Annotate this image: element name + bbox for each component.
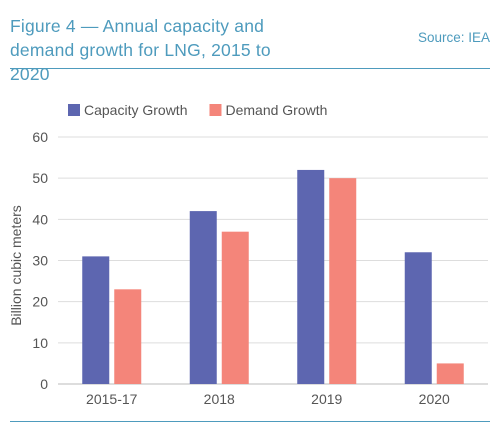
y-tick-label: 30 bbox=[32, 253, 48, 269]
x-tick-label: 2020 bbox=[419, 391, 450, 407]
figure-title-line-1: Figure 4 — Annual capacity and bbox=[10, 16, 265, 36]
legend-label: Demand Growth bbox=[225, 102, 327, 118]
bars bbox=[82, 169, 464, 384]
y-tick-label: 60 bbox=[32, 129, 48, 145]
bar-capacity-growth bbox=[189, 211, 217, 384]
bar-demand-growth bbox=[221, 231, 249, 384]
legend-swatch bbox=[209, 104, 222, 116]
x-axis-ticks: 2015-17 2018 2019 2020 bbox=[86, 391, 450, 407]
y-tick-label: 20 bbox=[32, 294, 48, 310]
bar-capacity-growth bbox=[82, 256, 110, 384]
x-tick-label: 2018 bbox=[204, 391, 235, 407]
y-tick-label: 0 bbox=[40, 376, 48, 392]
bar-capacity-growth bbox=[297, 169, 325, 384]
y-axis-ticks: 0 10 20 30 40 50 60 bbox=[32, 129, 48, 392]
top-divider bbox=[10, 68, 490, 69]
legend: Capacity Growth Demand Growth bbox=[68, 102, 327, 118]
figure-title: Figure 4 — Annual capacity and demand gr… bbox=[10, 14, 310, 86]
bar-demand-growth bbox=[114, 289, 142, 384]
bar-demand-growth bbox=[329, 178, 357, 384]
legend-label: Capacity Growth bbox=[84, 102, 187, 118]
x-tick-label: 2019 bbox=[311, 391, 342, 407]
bar-capacity-growth bbox=[404, 252, 432, 384]
y-axis-label: Billion cubic meters bbox=[8, 205, 24, 326]
source-label: Source: IEA bbox=[417, 30, 490, 45]
bottom-divider bbox=[10, 421, 490, 422]
bar-demand-growth bbox=[436, 363, 464, 384]
figure-title-line-2: demand growth for LNG, 2015 to 2020 bbox=[10, 40, 271, 84]
y-tick-label: 10 bbox=[32, 335, 48, 351]
x-tick-label: 2015-17 bbox=[86, 391, 138, 407]
legend-swatch bbox=[68, 104, 80, 116]
y-tick-label: 50 bbox=[32, 170, 48, 186]
y-tick-label: 40 bbox=[32, 211, 48, 227]
